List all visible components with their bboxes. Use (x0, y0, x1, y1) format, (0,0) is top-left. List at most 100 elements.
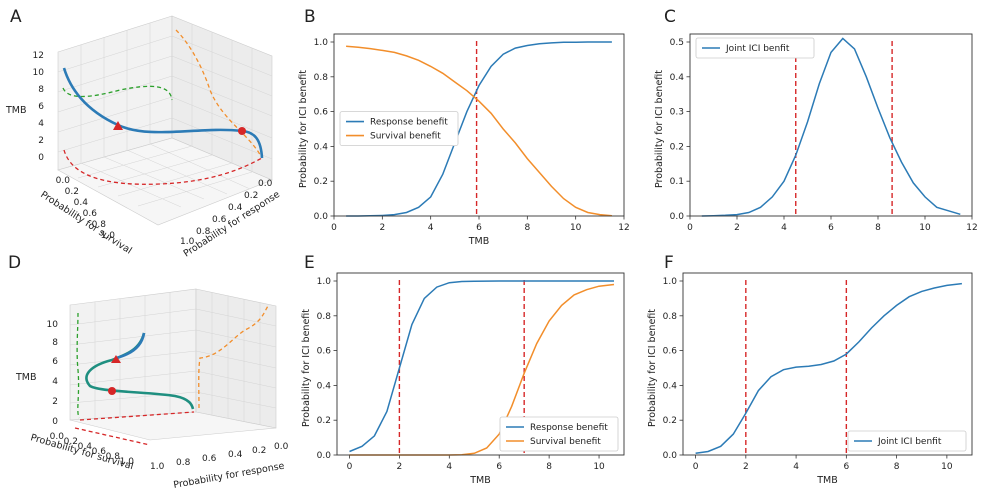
legend-label: Response benefit (530, 423, 608, 433)
yticks: 0.0 0.2 0.4 0.6 0.8 1.0 (50, 432, 135, 467)
svg-text:6: 6 (38, 102, 44, 112)
y-tick-label: 0.6 (663, 347, 678, 357)
line-charts: B 0 2 4 6 8 10 12 0.0 0.2 0.4 0.6 0.8 1.0 TMB Probabili… (298, 7, 978, 486)
svg-text:0.6: 0.6 (202, 454, 217, 464)
svg-text:4: 4 (38, 119, 44, 129)
x-tick-label: 12 (966, 223, 977, 233)
svg-text:0.0: 0.0 (50, 432, 65, 442)
svg-text:10: 10 (47, 320, 59, 330)
y-tick-label: 0.4 (670, 73, 685, 83)
svg-text:0.4: 0.4 (78, 442, 93, 452)
series-line-response-benefit (346, 41, 612, 217)
y-tick-label: 0.0 (317, 451, 332, 461)
svg-text:0: 0 (52, 417, 58, 427)
panel-letter-a: A (10, 7, 22, 27)
y-tick-label: 0.4 (317, 381, 332, 391)
legend: Response benefit Survival benefit (499, 416, 619, 452)
svg-text:0.8: 0.8 (196, 227, 211, 237)
xticks: 1.0 0.8 0.6 0.4 0.2 0.0 (180, 179, 273, 247)
legend-label: Survival benefit (530, 437, 601, 447)
series-line-response-benefit (349, 280, 614, 453)
zlabel: TMB (5, 105, 27, 116)
series-line-survival-benefit (346, 45, 612, 217)
svg-text:0.6: 0.6 (212, 215, 227, 225)
y-axis-label: Probability for ICI benefit (301, 309, 312, 427)
y-tick-label: 1.0 (314, 38, 329, 48)
x-tick-label: 10 (919, 223, 931, 233)
svg-text:1.0: 1.0 (120, 457, 135, 467)
proj-left-dashed (76, 312, 80, 419)
svg-text:0.6: 0.6 (92, 447, 107, 457)
svg-text:0.4: 0.4 (228, 450, 243, 460)
zticks: 0 2 4 6 8 10 12 (33, 51, 45, 163)
x-tick-label: 6 (496, 462, 502, 472)
svg-text:0.0: 0.0 (258, 179, 273, 189)
svg-text:2: 2 (52, 397, 58, 407)
y-tick-label: 1.0 (317, 277, 332, 287)
x-tick-label: 8 (524, 223, 530, 233)
legend-box (499, 416, 619, 452)
svg-text:1.0: 1.0 (150, 462, 165, 472)
x-tick-label: 8 (546, 462, 552, 472)
y-axis-label: Probability for ICI benefit (647, 309, 658, 427)
svg-text:12: 12 (33, 51, 44, 61)
svg-text:0.2: 0.2 (64, 437, 78, 447)
zticks: 0 2 4 6 8 10 (47, 320, 59, 427)
svg-text:0: 0 (38, 153, 44, 163)
svg-text:0.8: 0.8 (92, 220, 107, 230)
y-tick-label: 0.5 (670, 38, 684, 48)
series-line-joint-ici-benfit (695, 282, 962, 455)
panel-letter-b: B (304, 7, 316, 27)
pane-left (69, 288, 197, 421)
y-tick-label: 0.0 (670, 212, 685, 222)
y-axis-label: Probability for ICI benefit (654, 70, 665, 188)
pane-floor (69, 411, 277, 441)
legend-label: Survival benefit (370, 132, 441, 142)
x-tick-label: 0 (347, 462, 353, 472)
legend-label: Response benefit (370, 118, 448, 128)
svg-text:4: 4 (52, 377, 58, 387)
legend-box (339, 111, 459, 146)
x-tick-label: 12 (618, 223, 629, 233)
x-tick-label: 6 (843, 462, 849, 472)
svg-text:8: 8 (52, 338, 58, 348)
proj-floor-dashed (63, 149, 263, 185)
chart-f: F 0 2 4 6 8 10 0.0 0.2 0.4 0.6 0.8 1.0 TMB Probability… (647, 253, 973, 486)
x-tick-label: 2 (734, 223, 740, 233)
x-tick-label: 4 (781, 223, 787, 233)
x-tick-label: 10 (593, 462, 605, 472)
main-curve (115, 332, 146, 360)
x-tick-label: 8 (875, 223, 881, 233)
x-tick-label: 0 (693, 462, 699, 472)
marker-circle (238, 127, 246, 135)
yticks: 0.0 0.2 0.4 0.6 0.8 1.0 (56, 176, 116, 241)
legend-label: Joint ICI benfit (725, 44, 790, 54)
svg-text:6: 6 (52, 357, 58, 367)
panel-a-3d: A TMB 0 (5, 7, 282, 260)
proj-right-dashed (175, 29, 263, 159)
y-tick-label: 0.2 (317, 416, 331, 426)
y-tick-label: 0.8 (314, 73, 329, 83)
y-tick-label: 0.6 (314, 108, 329, 118)
legend-box (695, 37, 815, 59)
legend: Joint ICI benfit (695, 37, 815, 59)
axes-frame (682, 272, 973, 456)
x-tick-label: 4 (446, 462, 452, 472)
panel-letter-c: C (664, 7, 676, 27)
y-tick-label: 0.1 (670, 177, 684, 187)
axes-frame (689, 33, 973, 217)
svg-text:8: 8 (38, 85, 44, 95)
x-axis-label: TMB (469, 475, 491, 486)
y-axis-label: Probability for ICI benefit (298, 70, 309, 188)
x-tick-label: 8 (894, 462, 900, 472)
x-tick-label: 10 (570, 223, 582, 233)
y-tick-label: 0.4 (314, 142, 329, 152)
y-tick-label: 0.4 (663, 381, 678, 391)
legend-label: Joint ICI benfit (877, 437, 942, 447)
panel-d-3d: D TMB 0 2 4 6 8 10 (8, 253, 289, 491)
svg-text:0.0: 0.0 (274, 442, 289, 452)
panel-letter-e: E (304, 253, 315, 273)
y-tick-label: 0.8 (663, 312, 678, 322)
main-curve (62, 67, 264, 159)
